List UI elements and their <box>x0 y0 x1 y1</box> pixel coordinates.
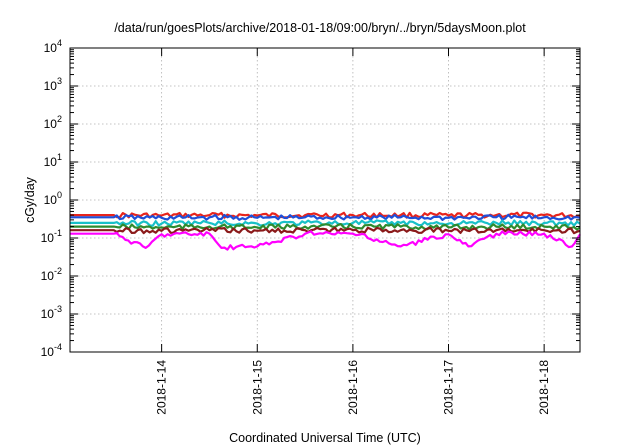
x-tick-label: 2018-1-15 <box>250 360 264 415</box>
y-tick-label: 102 <box>44 114 62 131</box>
x-tick-label: 2018-1-16 <box>346 360 360 415</box>
y-tick-base: 10 <box>44 155 58 169</box>
y-tick-exponent: 1 <box>57 152 62 162</box>
x-tick-label: 2018-1-18 <box>537 360 551 415</box>
y-tick-exponent: 4 <box>57 38 62 48</box>
series-line-1 <box>70 211 581 219</box>
y-tick-exponent: -3 <box>54 304 62 314</box>
y-tick-exponent: 3 <box>57 76 62 86</box>
y-tick-label: 10-2 <box>41 266 62 283</box>
y-tick-label: 101 <box>44 152 62 169</box>
y-tick-exponent: -4 <box>54 342 62 352</box>
y-tick-label: 103 <box>44 76 62 93</box>
series-line-6 <box>70 230 581 251</box>
y-tick-label: 10-4 <box>41 342 62 359</box>
y-tick-exponent: -2 <box>54 266 62 276</box>
y-tick-base: 10 <box>41 345 55 359</box>
y-tick-base: 10 <box>44 79 58 93</box>
x-axis-label: Coordinated Universal Time (UTC) <box>229 431 421 445</box>
x-tick-label: 2018-1-14 <box>155 360 169 415</box>
series-layer <box>70 211 581 251</box>
y-tick-label: 10-3 <box>41 304 62 321</box>
y-tick-label: 100 <box>44 190 62 207</box>
y-tick-base: 10 <box>41 269 55 283</box>
y-tick-base: 10 <box>44 41 58 55</box>
series-line-2 <box>70 213 581 221</box>
y-tick-base: 10 <box>41 231 55 245</box>
grid <box>70 48 580 352</box>
y-tick-label: 104 <box>44 38 62 55</box>
y-tick-exponent: 2 <box>57 114 62 124</box>
chart-title: /data/run/goesPlots/archive/2018-01-18/0… <box>114 21 526 35</box>
y-tick-base: 10 <box>44 193 58 207</box>
x-tick-label: 2018-1-17 <box>442 360 456 415</box>
y-axis-label: cGy/day <box>23 176 37 223</box>
y-tick-label: 10-1 <box>41 228 62 245</box>
x-axis: 2018-1-14 2018-1-15 2018-1-16 2018-1-17 2018… <box>155 48 551 415</box>
y-tick-exponent: 0 <box>57 190 62 200</box>
series-line-4 <box>70 223 581 231</box>
y-tick-exponent: -1 <box>54 228 62 238</box>
y-tick-base: 10 <box>41 307 55 321</box>
series-line-5 <box>70 226 581 235</box>
y-tick-base: 10 <box>44 117 58 131</box>
